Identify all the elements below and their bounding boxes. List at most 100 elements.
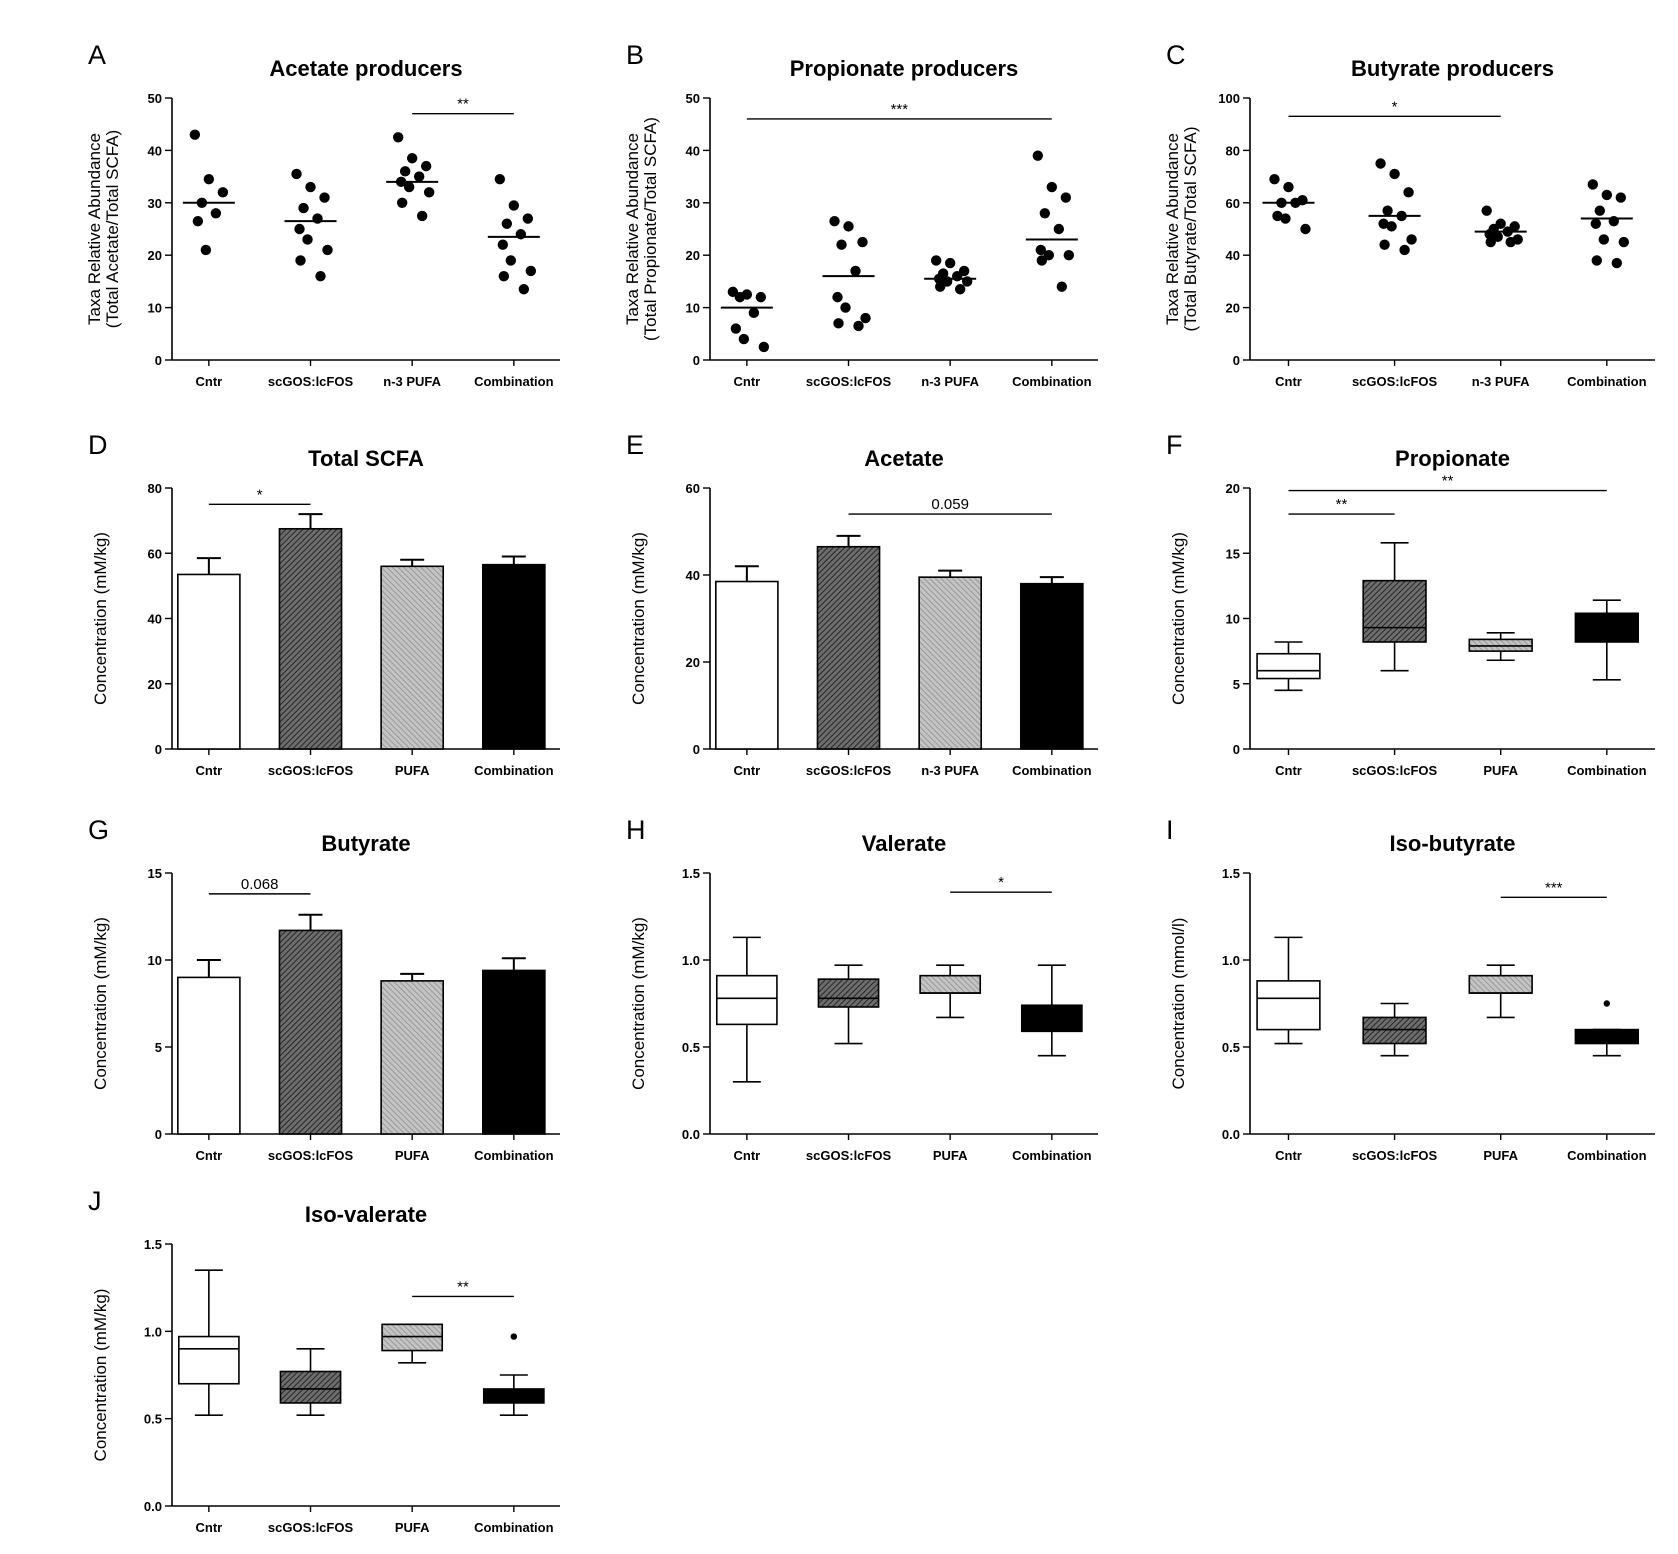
data-point — [497, 239, 509, 250]
y-tick-label: 0.5 — [1222, 1040, 1240, 1055]
data-point — [508, 200, 520, 211]
data-point — [1591, 255, 1603, 266]
data-point — [525, 265, 537, 277]
data-point — [755, 291, 767, 303]
y-tick-label: 1.0 — [1222, 953, 1240, 968]
data-point — [1056, 281, 1068, 292]
panel-letter: E — [626, 430, 644, 460]
data-point — [1601, 189, 1613, 201]
x-tick-label: PUFA — [933, 1148, 968, 1163]
y-tick-label: 1.5 — [682, 866, 700, 881]
bar — [278, 527, 343, 750]
panel-letter: J — [88, 1186, 102, 1216]
data-point — [951, 270, 963, 282]
data-point — [1379, 239, 1390, 250]
data-point — [315, 270, 326, 282]
data-point — [1505, 236, 1516, 248]
y-tick-label: 20 — [1226, 301, 1240, 316]
y-axis-label: Taxa Relative Abundance — [85, 133, 104, 325]
y-axis-label: Concentration (mmol/l) — [1169, 918, 1188, 1090]
data-point — [294, 223, 305, 235]
data-point — [833, 318, 844, 329]
y-tick-label: 40 — [148, 612, 162, 627]
y-tick-label: 40 — [1226, 248, 1240, 263]
panel-letter: C — [1166, 40, 1186, 70]
data-point — [836, 239, 847, 250]
data-point — [840, 302, 851, 313]
data-point — [730, 323, 742, 334]
data-point — [734, 291, 746, 303]
bar — [177, 573, 241, 750]
box — [919, 974, 982, 994]
data-point — [217, 187, 229, 198]
box — [1574, 612, 1639, 643]
significance-label: ** — [1442, 473, 1454, 490]
y-tick-label: 60 — [148, 546, 162, 561]
data-point — [298, 202, 309, 214]
data-point — [522, 213, 534, 224]
x-tick-label: Combination — [1567, 1148, 1646, 1163]
x-tick-label: Cntr — [1275, 1148, 1302, 1163]
significance-label: *** — [1545, 879, 1563, 896]
data-point — [1378, 218, 1389, 229]
data-point — [392, 132, 404, 143]
y-axis-label: Concentration (mM/kg) — [91, 917, 110, 1090]
data-point — [1046, 181, 1058, 193]
panel-title: Total SCFA — [308, 446, 424, 471]
x-tick-label: scGOS:lcFOS — [268, 1520, 354, 1535]
x-tick-label: Combination — [1012, 763, 1091, 778]
y-tick-label: 40 — [686, 143, 700, 158]
y-tick-label: 10 — [1226, 612, 1240, 627]
significance-label: * — [1392, 98, 1398, 115]
data-point — [192, 215, 204, 227]
data-point — [1280, 213, 1291, 224]
x-tick-label: scGOS:lcFOS — [268, 1148, 354, 1163]
x-tick-label: Combination — [1012, 374, 1091, 389]
x-tick-label: Combination — [474, 763, 553, 778]
x-tick-label: PUFA — [1483, 763, 1518, 778]
data-point — [498, 270, 510, 282]
box — [279, 1370, 342, 1404]
data-point — [1382, 205, 1393, 216]
y-tick-label: 30 — [148, 196, 162, 211]
data-point — [961, 276, 973, 287]
y-tick-label: 0.0 — [682, 1127, 700, 1142]
panel-letter: D — [88, 430, 108, 460]
data-point — [203, 174, 215, 185]
y-tick-label: 40 — [148, 143, 162, 158]
y-tick-label: 10 — [148, 953, 162, 968]
data-point — [860, 312, 871, 324]
x-tick-label: scGOS:lcFOS — [268, 763, 354, 778]
significance-label: 0.059 — [931, 496, 969, 513]
panel-title: Butyrate producers — [1351, 56, 1554, 81]
data-point — [403, 181, 415, 193]
panel-title: Iso-butyrate — [1390, 831, 1516, 856]
x-tick-label: Combination — [1012, 1148, 1091, 1163]
data-point — [1399, 244, 1410, 256]
x-tick-label: PUFA — [395, 763, 430, 778]
y-tick-label: 20 — [1226, 481, 1240, 496]
y-tick-label: 60 — [1226, 196, 1240, 211]
box — [1362, 1016, 1427, 1045]
data-point — [1587, 179, 1599, 190]
panel-title: Propionate producers — [790, 56, 1019, 81]
significance-label: * — [257, 486, 263, 503]
y-tick-label: 0 — [1233, 353, 1240, 368]
y-axis-label: (Total Butyrate/Total SCFA) — [1181, 126, 1200, 331]
box — [1574, 1028, 1639, 1045]
y-tick-label: 0 — [155, 1127, 162, 1142]
panel-e: E Acetate 0 20 40 60 Cntr scGOS:lcFOS n-3 PUFA Co… — [626, 430, 1098, 778]
x-tick-label: scGOS:lcFOS — [806, 374, 892, 389]
box — [1256, 652, 1321, 680]
data-point — [832, 291, 843, 303]
data-point — [420, 160, 432, 172]
data-point — [1283, 181, 1294, 193]
data-point — [1608, 215, 1620, 227]
y-tick-label: 20 — [686, 655, 700, 670]
data-point — [295, 255, 306, 266]
panel-title: Acetate producers — [269, 56, 462, 81]
y-tick-label: 80 — [1226, 143, 1240, 158]
y-axis-label: Concentration (mM/kg) — [91, 1289, 110, 1462]
x-tick-label: n-3 PUFA — [383, 374, 441, 389]
data-point — [189, 129, 201, 140]
